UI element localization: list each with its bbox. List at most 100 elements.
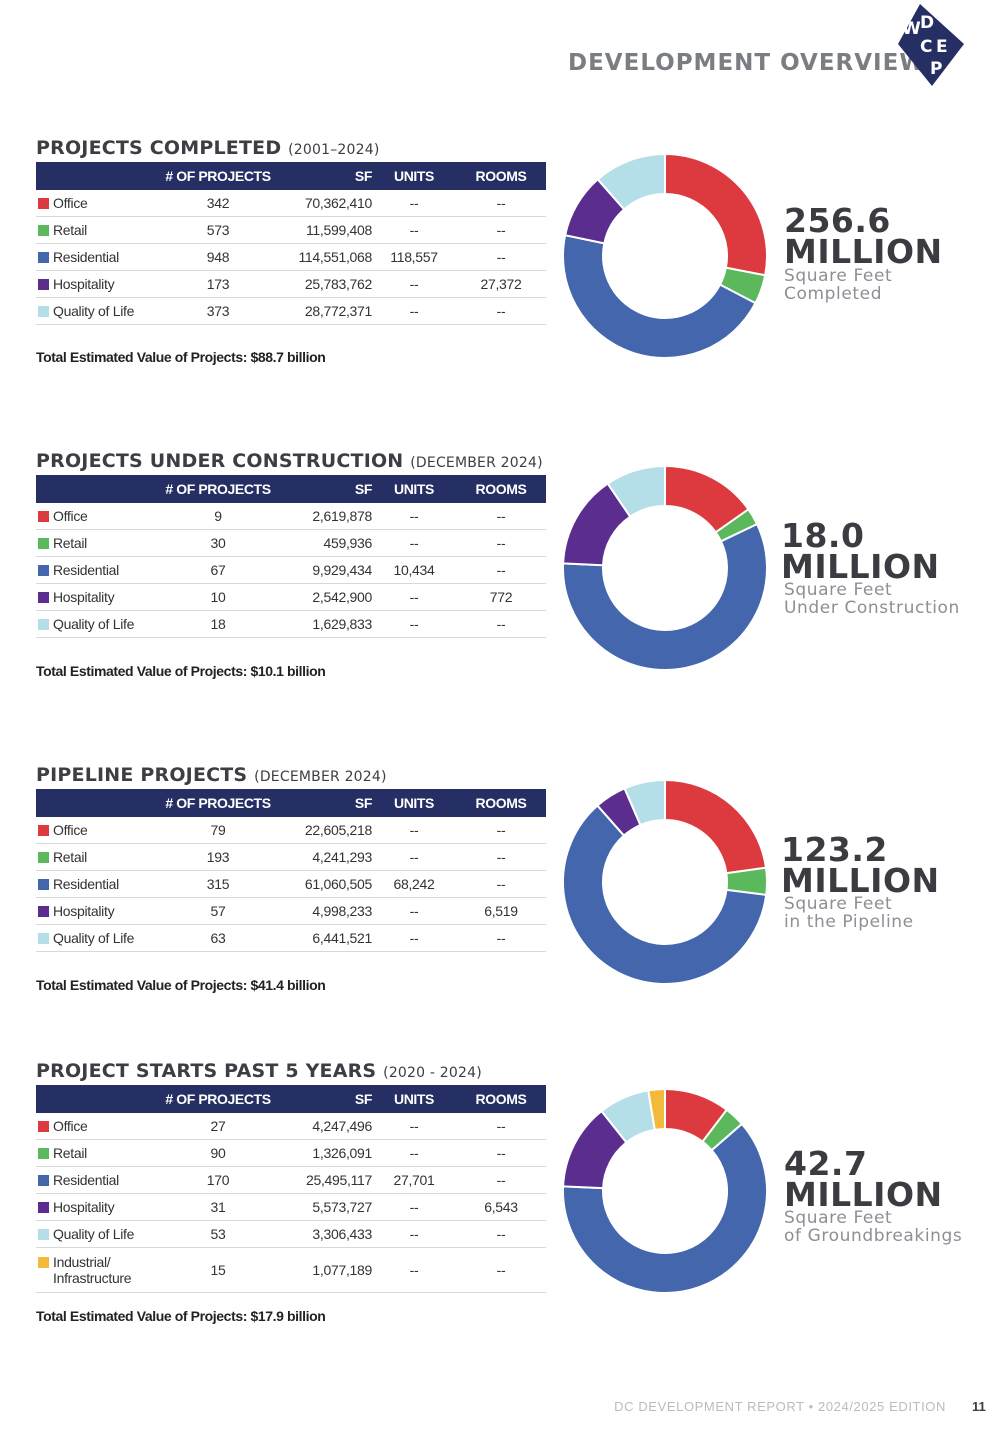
row-name: Retail: [53, 1145, 87, 1161]
col-sf: SF: [278, 789, 372, 817]
cell-projects: 30: [158, 529, 278, 557]
section-title: PROJECTS UNDER CONSTRUCTION (DECEMBER 20…: [36, 450, 543, 472]
section-title: PIPELINE PROJECTS (DECEMBER 2024): [36, 764, 387, 786]
big-caption: Square Feet of Groundbreakings: [784, 1209, 962, 1245]
table-row: Hospitality 57 4,998,233 -- 6,519: [36, 897, 546, 925]
donut-slice-residential: [562, 804, 768, 985]
industrial-swatch: [38, 1257, 49, 1268]
donut-chart: [562, 464, 768, 671]
col-projects: # OF PROJECTS: [158, 475, 278, 503]
retail-swatch: [38, 852, 49, 863]
cell-units: 68,242: [372, 870, 456, 898]
big-number-value: 123.2: [781, 830, 888, 869]
cell-sf: 61,060,505: [278, 870, 372, 898]
hospitality-swatch: [38, 906, 49, 917]
row-name: Residential: [53, 562, 119, 578]
cell-sf: 2,542,900: [278, 583, 372, 611]
wdcep-logo: W D C E P: [898, 4, 964, 86]
row-name: Hospitality: [53, 589, 115, 605]
residential-swatch: [38, 565, 49, 576]
total-value: Total Estimated Value of Projects: $17.9…: [36, 1308, 326, 1324]
row-name: Retail: [53, 535, 87, 551]
residential-swatch: [38, 1175, 49, 1186]
table-row: Residential 315 61,060,505 68,242 --: [36, 870, 546, 898]
cell-sf: 25,783,762: [278, 270, 372, 298]
cell-units: --: [372, 216, 456, 244]
cell-units: 10,434: [372, 556, 456, 584]
svg-text:P: P: [930, 59, 942, 79]
retail-swatch: [38, 1148, 49, 1159]
cell-units: 27,701: [372, 1166, 456, 1194]
quality-of-life-swatch: [38, 1229, 49, 1240]
big-caption: Square Feet in the Pipeline: [784, 895, 914, 931]
caption-line-2: of Groundbreakings: [784, 1226, 963, 1246]
cell-units: --: [372, 1247, 456, 1293]
donut-slice-office: [664, 152, 768, 277]
cell-sf: 1,077,189: [278, 1247, 372, 1293]
table-header-row: # OF PROJECTS SF UNITS ROOMS: [36, 789, 546, 817]
row-name: Quality of Life: [53, 303, 135, 319]
cell-units: --: [372, 1220, 456, 1248]
caption-line-2: in the Pipeline: [784, 912, 914, 932]
big-number: 18.0 MILLION: [781, 519, 940, 583]
row-name: Residential: [53, 1172, 119, 1188]
big-number-unit: MILLION: [784, 1175, 943, 1214]
big-number-unit: MILLION: [781, 861, 940, 900]
data-table: # OF PROJECTS SF UNITS ROOMS Office 342 …: [36, 162, 546, 325]
cell-units: --: [372, 817, 456, 844]
svg-text:D: D: [920, 13, 934, 33]
cell-sf: 4,247,496: [278, 1113, 372, 1140]
cell-projects: 170: [158, 1166, 278, 1194]
hospitality-swatch: [38, 592, 49, 603]
table-row: Office 27 4,247,496 -- --: [36, 1113, 546, 1140]
cell-units: --: [372, 190, 456, 217]
cell-sf: 28,772,371: [278, 297, 372, 325]
section-title: PROJECTS COMPLETED (2001–2024): [36, 137, 380, 159]
col-rooms: ROOMS: [456, 1085, 546, 1113]
office-swatch: [38, 825, 49, 836]
cell-rooms: --: [456, 870, 546, 898]
big-number-value: 42.7: [784, 1144, 868, 1183]
donut-slice-industrial-infrastructure: [647, 1087, 666, 1131]
col-name: [36, 162, 158, 190]
cell-sf: 4,241,293: [278, 843, 372, 871]
cell-units: 118,557: [372, 243, 456, 271]
donut-slice-quality-of-life: [623, 778, 666, 827]
cell-sf: 22,605,218: [278, 817, 372, 844]
cell-projects: 90: [158, 1139, 278, 1167]
table-header-row: # OF PROJECTS SF UNITS ROOMS: [36, 475, 546, 503]
cell-sf: 1,629,833: [278, 610, 372, 638]
office-swatch: [38, 511, 49, 522]
table-header-row: # OF PROJECTS SF UNITS ROOMS: [36, 162, 546, 190]
table-row: Office 342 70,362,410 -- --: [36, 190, 546, 217]
cell-rooms: --: [456, 243, 546, 271]
cell-units: --: [372, 610, 456, 638]
cell-units: --: [372, 1113, 456, 1140]
col-name: [36, 1085, 158, 1113]
cell-sf: 459,936: [278, 529, 372, 557]
cell-units: --: [372, 583, 456, 611]
cell-rooms: --: [456, 1166, 546, 1194]
cell-sf: 70,362,410: [278, 190, 372, 217]
cell-rooms: 6,543: [456, 1193, 546, 1221]
office-swatch: [38, 198, 49, 209]
cell-projects: 948: [158, 243, 278, 271]
cell-projects: 57: [158, 897, 278, 925]
total-value: Total Estimated Value of Projects: $88.7…: [36, 349, 326, 365]
cell-rooms: --: [456, 843, 546, 871]
donut-chart: [562, 778, 768, 985]
cell-units: --: [372, 1139, 456, 1167]
big-number: 42.7 MILLION: [784, 1144, 943, 1214]
col-projects: # OF PROJECTS: [158, 789, 278, 817]
cell-projects: 373: [158, 297, 278, 325]
cell-rooms: --: [456, 556, 546, 584]
cell-projects: 10: [158, 583, 278, 611]
caption-line-1: Square Feet: [784, 894, 893, 914]
donut-slice-residential: [562, 1122, 768, 1294]
cell-projects: 53: [158, 1220, 278, 1248]
cell-units: --: [372, 843, 456, 871]
cell-projects: 31: [158, 1193, 278, 1221]
cell-sf: 5,573,727: [278, 1193, 372, 1221]
table-header-row: # OF PROJECTS SF UNITS ROOMS: [36, 1085, 546, 1113]
table-row: Office 9 2,619,878 -- --: [36, 503, 546, 530]
